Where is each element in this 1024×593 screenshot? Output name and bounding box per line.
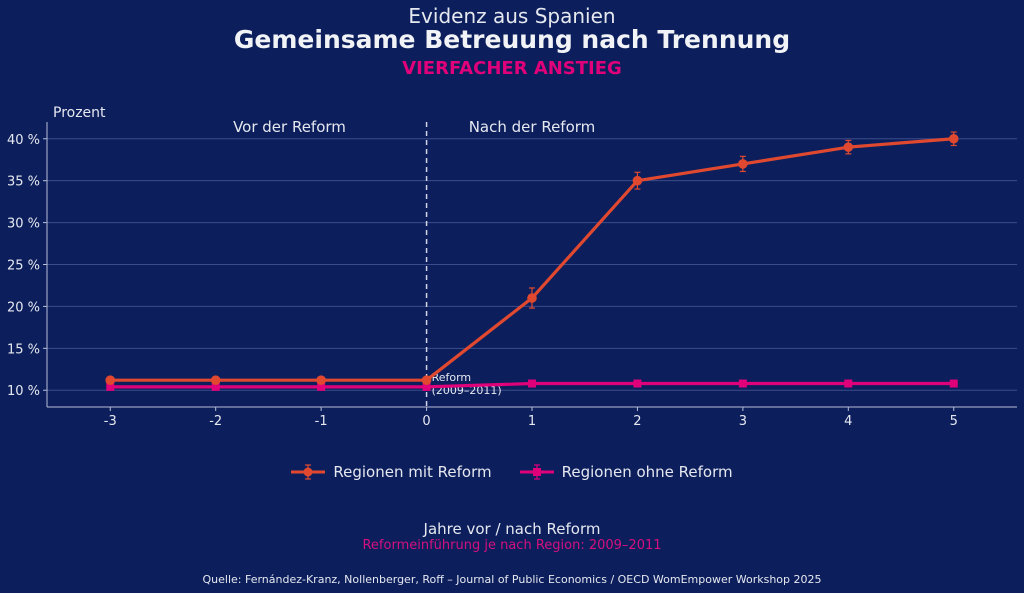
source-note: Quelle: Fernández-Kranz, Nollenberger, R… bbox=[202, 573, 822, 586]
data-point bbox=[843, 142, 854, 152]
legend-item-without-reform[interactable]: Regionen ohne Reform bbox=[519, 463, 733, 481]
y-tick-label: 15 % bbox=[7, 342, 40, 357]
y-tick-label: 35 % bbox=[7, 175, 40, 190]
data-point bbox=[105, 375, 116, 385]
region-label-after: Nach der Reform bbox=[469, 118, 596, 136]
x-tick-label: -1 bbox=[315, 414, 328, 429]
legend-item-with-reform[interactable]: Regionen mit Reform bbox=[291, 463, 492, 481]
legend-label: Regionen mit Reform bbox=[333, 463, 492, 481]
x-tick-label: 4 bbox=[844, 414, 852, 429]
x-tick-label: 1 bbox=[528, 414, 536, 429]
axes bbox=[43, 122, 1017, 411]
data-point bbox=[421, 375, 432, 385]
y-axis-label: Prozent bbox=[53, 105, 106, 121]
data-point bbox=[210, 375, 221, 385]
legend-label: Regionen ohne Reform bbox=[561, 463, 733, 481]
x-axis-label: Jahre vor / nach Reform bbox=[423, 520, 601, 538]
legend-swatch-square-icon bbox=[519, 464, 554, 480]
y-tick-label: 40 % bbox=[7, 133, 40, 148]
x-tick-label: 2 bbox=[633, 414, 641, 429]
x-tick-label: 0 bbox=[422, 414, 430, 429]
data-point bbox=[528, 379, 536, 388]
data-point bbox=[317, 382, 326, 391]
series-line bbox=[110, 137, 954, 382]
data-point bbox=[633, 379, 642, 388]
data-point bbox=[106, 382, 115, 391]
tick-labels: 10 % 15 % 20 % 25 % 30 % 35 % 40 % -3 -2 -1 0 1 2 3 4 5 bbox=[7, 133, 958, 429]
data-point bbox=[211, 382, 220, 391]
data-point bbox=[527, 293, 537, 303]
data-point bbox=[422, 382, 431, 391]
data-point bbox=[316, 375, 326, 385]
y-tick-label: 20 % bbox=[7, 300, 40, 315]
reform-label: Reform bbox=[432, 371, 472, 384]
data-point bbox=[948, 133, 959, 144]
region-label-before: Vor der Reform bbox=[233, 118, 346, 136]
grid-lines bbox=[47, 138, 1017, 391]
x-tick-label: 3 bbox=[739, 414, 747, 429]
data-point bbox=[949, 379, 958, 388]
data-point bbox=[738, 379, 747, 388]
x-tick-label: -2 bbox=[209, 414, 222, 429]
chart-title: Gemeinsame Betreuung nach Trennung bbox=[233, 25, 791, 54]
series-group bbox=[105, 131, 959, 391]
y-tick-label: 10 % bbox=[7, 384, 40, 399]
chart-subtitle: VIERFACHER ANSTIEG bbox=[402, 58, 622, 79]
y-tick-label: 30 % bbox=[7, 217, 40, 232]
x-tick-label: 5 bbox=[950, 414, 958, 429]
y-tick-label: 25 % bbox=[7, 259, 40, 274]
chart-suptitle: Evidenz aus Spanien bbox=[408, 4, 616, 28]
x-tick-label: -3 bbox=[104, 414, 117, 429]
legend-swatch-circle-icon bbox=[291, 464, 326, 480]
data-point bbox=[632, 175, 643, 186]
reform-marker: Reform(2009–2011)Vor der Reform Nach der … bbox=[233, 118, 595, 407]
data-point bbox=[844, 379, 853, 388]
legend: Regionen mit Reform Regionen ohne Reform bbox=[0, 463, 1024, 481]
x-axis-note: Reformeinführung je nach Region: 2009–20… bbox=[362, 538, 662, 553]
data-point bbox=[738, 159, 748, 169]
